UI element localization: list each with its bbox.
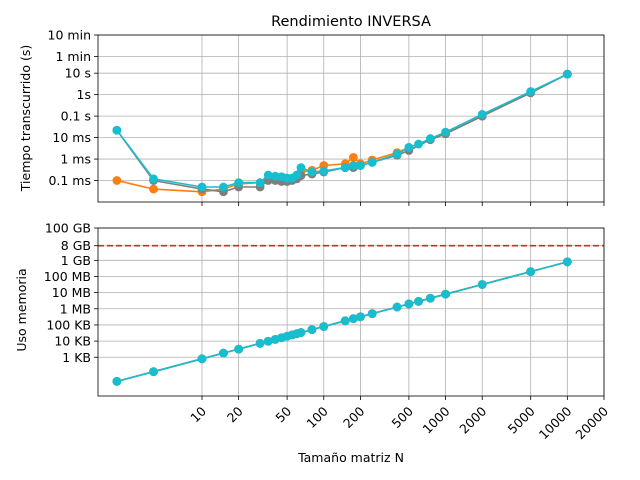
- x-axis-label: Tamaño matriz N: [297, 450, 404, 465]
- y-tick-label: 100 MB: [44, 269, 91, 284]
- data-point: [477, 110, 487, 119]
- memory-y-axis-label: Uso memoria: [14, 268, 29, 351]
- data-point: [526, 267, 536, 277]
- chart-title: Rendimiento INVERSA: [271, 14, 431, 30]
- y-tick-label: 10 MB: [52, 285, 91, 300]
- data-point: [112, 125, 122, 135]
- y-tick-label: 1 KB: [62, 350, 91, 365]
- data-point: [367, 309, 377, 319]
- y-tick-label: 0.1 s: [61, 109, 91, 124]
- data-point: [526, 87, 536, 96]
- y-tick-label: 10 min: [48, 28, 91, 43]
- data-point: [197, 182, 207, 192]
- y-tick-label: 100 GB: [45, 221, 91, 236]
- data-point: [404, 299, 414, 309]
- y-tick-label: 10 s: [65, 66, 91, 81]
- data-point: [319, 322, 329, 331]
- data-point: [219, 348, 228, 358]
- data-point: [296, 328, 306, 337]
- y-tick-label: 10 KB: [54, 334, 91, 349]
- data-point: [414, 296, 423, 306]
- data-point: [477, 280, 487, 289]
- y-tick-label: 1 min: [56, 49, 92, 64]
- data-point: [340, 316, 350, 326]
- y-tick-label: 100 KB: [46, 317, 91, 332]
- y-tick-label: 1 ms: [60, 152, 91, 167]
- y-tick-label: 1s: [77, 87, 91, 102]
- data-point: [112, 377, 122, 386]
- data-point: [263, 336, 273, 346]
- data-point: [441, 127, 450, 137]
- y-tick-label: 10 ms: [52, 130, 91, 145]
- data-point: [348, 314, 358, 324]
- data-point: [392, 149, 402, 159]
- y-tick-label: 1 GB: [61, 253, 91, 268]
- time-y-axis-label: Tiempo transcurrido (s): [18, 45, 33, 192]
- data-point: [149, 174, 158, 184]
- data-point: [356, 161, 365, 170]
- plot-frame: [97, 227, 605, 397]
- data-point: [296, 163, 306, 173]
- data-point: [414, 139, 423, 149]
- y-tick-label: 1 MB: [60, 301, 91, 316]
- data-point: [234, 178, 244, 188]
- data-point: [219, 182, 228, 192]
- data-point: [197, 354, 207, 364]
- data-point: [562, 69, 572, 79]
- y-tick-label: 8 GB: [61, 238, 91, 253]
- time-panel: Tiempo transcurrido (s) 0.1 ms 1 ms 10 ms 0…: [18, 28, 605, 206]
- data-point: [255, 339, 265, 348]
- y-tick-label: 0.1 ms: [48, 173, 91, 188]
- data-point: [307, 325, 317, 335]
- data-point: [404, 142, 414, 152]
- data-point: [562, 257, 572, 267]
- data-point: [425, 293, 435, 303]
- data-point: [367, 157, 377, 167]
- data-point: [149, 367, 158, 377]
- data-point: [425, 134, 435, 143]
- data-point: [441, 289, 450, 299]
- data-point: [255, 178, 265, 188]
- data-point: [340, 163, 350, 173]
- data-point: [319, 166, 329, 176]
- data-point: [234, 344, 244, 354]
- data-point: [149, 184, 158, 194]
- data-point: [263, 170, 273, 180]
- data-point: [112, 176, 122, 185]
- data-point: [356, 312, 365, 322]
- data-point: [392, 302, 402, 312]
- data-point: [348, 152, 358, 162]
- plot-frame: [97, 34, 605, 203]
- data-point: [348, 161, 358, 170]
- data-point: [307, 167, 317, 177]
- data-point: [292, 170, 302, 180]
